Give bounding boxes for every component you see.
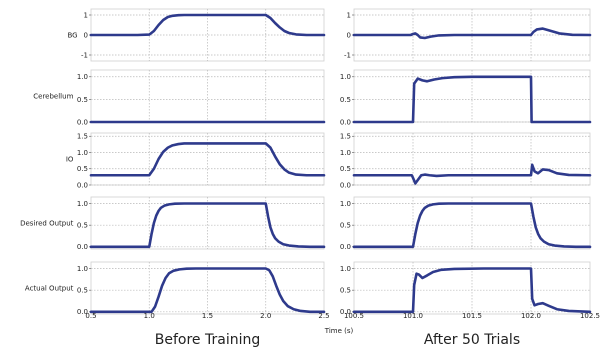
x-tick-label: 2.0 xyxy=(260,312,271,320)
x-tick-label: 102.5 xyxy=(580,312,600,320)
x-tick-label: 1.0 xyxy=(144,312,155,320)
panel-cerebellum-after: 0.0 0.5 1.0 xyxy=(340,69,592,126)
y-tick-label: 0.5 xyxy=(77,287,88,295)
series-line-desired-before xyxy=(89,202,326,249)
series-line-actual-after xyxy=(352,267,592,314)
series-line-bg-after xyxy=(352,27,592,40)
row-label: Actual Output xyxy=(25,284,74,292)
x-tick-label: 1.5 xyxy=(202,312,213,320)
series-line-bg-before xyxy=(89,13,326,37)
series-line-io-after xyxy=(352,163,592,185)
panel-actual-before: 0.0 0.5 1.0 Actual Output xyxy=(25,261,326,316)
y-tick-label: 1.0 xyxy=(340,73,351,81)
y-tick-label: 1.0 xyxy=(77,149,88,157)
y-tick-label: 1 xyxy=(84,11,88,19)
x-tick-label: 100.5 xyxy=(344,312,364,320)
y-tick-label: 1.5 xyxy=(77,133,88,141)
series-line-actual-before xyxy=(89,267,326,314)
y-tick-label: 0.5 xyxy=(340,96,351,104)
y-tick-label: 1.0 xyxy=(77,200,88,208)
y-tick-label: 0.0 xyxy=(77,181,88,189)
x-tick-label: 102.0 xyxy=(521,312,541,320)
y-tick-label: 0.0 xyxy=(77,243,88,251)
x-tick-label: 101.0 xyxy=(403,312,423,320)
panel-desired-before: 0.0 0.5 1.0 Desired Output xyxy=(20,196,326,251)
y-tick-label: 0.0 xyxy=(77,118,88,126)
y-tick-label: -1 xyxy=(81,51,88,59)
y-tick-label: 1.5 xyxy=(340,133,351,141)
panel-io-before: 0.0 0.5 1.0 1.5 IO xyxy=(66,132,326,189)
y-tick-label: 1.0 xyxy=(340,265,351,273)
y-tick-label: 0.0 xyxy=(340,308,351,316)
row-label: Desired Output xyxy=(20,219,74,227)
panel-actual-after: 0.0 0.5 1.0 xyxy=(340,261,592,316)
x-axis-before: 0.5 1.0 1.5 2.0 2.5 Before Training xyxy=(85,312,329,348)
series-line-desired-after xyxy=(352,202,592,249)
x-tick-label: 101.5 xyxy=(462,312,482,320)
panel-bg-before: -1 0 1 BG xyxy=(67,8,326,62)
y-tick-label: 1.0 xyxy=(77,73,88,81)
y-tick-label: 0 xyxy=(347,31,351,39)
x-tick-label: 0.5 xyxy=(85,312,96,320)
y-tick-label: 0.0 xyxy=(340,118,351,126)
y-tick-label: 0.0 xyxy=(340,243,351,251)
column-caption: After 50 Trials xyxy=(424,332,520,348)
panel-frame xyxy=(90,132,325,186)
y-tick-label: 0.5 xyxy=(77,165,88,173)
panel-bg-after: -1 0 1 xyxy=(344,8,592,62)
y-tick-label: 1.0 xyxy=(340,200,351,208)
panel-io-after: 0.0 0.5 1.0 1.5 xyxy=(340,132,592,189)
y-tick-label: -1 xyxy=(344,51,351,59)
y-tick-label: 0.0 xyxy=(340,181,351,189)
x-tick-label: 2.5 xyxy=(318,312,329,320)
row-label: IO xyxy=(66,155,74,163)
x-axis-title: Time (s) xyxy=(324,327,354,335)
y-tick-label: 0.0 xyxy=(77,308,88,316)
y-tick-label: 0.5 xyxy=(77,222,88,230)
y-tick-label: 1.0 xyxy=(340,149,351,157)
panel-frame xyxy=(90,69,325,123)
panel-frame xyxy=(353,132,591,186)
series-line-io-before xyxy=(89,142,326,177)
y-tick-label: 1 xyxy=(347,11,351,19)
panel-cerebellum-before: 0.0 0.5 1.0 Cerebellum xyxy=(33,69,326,126)
y-tick-label: 0.5 xyxy=(340,287,351,295)
row-label: Cerebellum xyxy=(33,92,73,100)
column-caption: Before Training xyxy=(155,332,260,348)
series-line-cerebellum-after xyxy=(352,75,592,124)
y-tick-label: 1.0 xyxy=(77,265,88,273)
y-tick-label: 0.5 xyxy=(340,165,351,173)
y-tick-label: 0 xyxy=(84,31,88,39)
panel-desired-after: 0.0 0.5 1.0 xyxy=(340,196,592,251)
row-label: BG xyxy=(67,31,77,39)
y-tick-label: 0.5 xyxy=(340,222,351,230)
x-axis-after: 100.5 101.0 101.5 102.0 102.5 After 50 Trials xyxy=(344,312,600,348)
y-tick-label: 0.5 xyxy=(77,96,88,104)
